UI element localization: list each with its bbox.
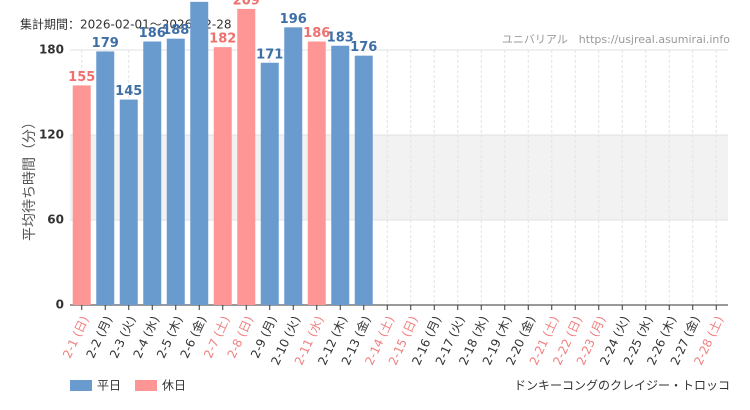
data-label: 176 bbox=[350, 40, 377, 55]
bar bbox=[213, 47, 232, 306]
bar bbox=[307, 41, 326, 305]
bar bbox=[331, 45, 350, 305]
legend-swatch bbox=[135, 380, 157, 391]
data-label: 183 bbox=[327, 30, 354, 45]
data-label: 145 bbox=[115, 84, 142, 99]
data-label: 182 bbox=[209, 32, 236, 47]
footer: ドンキーコングのクレイジー・トロッコ bbox=[514, 379, 730, 393]
y-tick-label: 120 bbox=[39, 128, 64, 142]
bar bbox=[72, 85, 91, 306]
bar bbox=[119, 99, 138, 305]
bar bbox=[237, 8, 256, 306]
legend-label: 休日 bbox=[162, 379, 186, 393]
y-tick-label: 0 bbox=[56, 298, 64, 312]
data-label: 186 bbox=[303, 26, 330, 41]
data-label: 188 bbox=[162, 23, 189, 38]
legend-label: 平日 bbox=[97, 379, 121, 393]
data-label: 179 bbox=[92, 36, 119, 51]
bar bbox=[284, 27, 303, 305]
bar bbox=[143, 41, 162, 305]
bar bbox=[260, 62, 279, 305]
data-label: 214 bbox=[186, 0, 213, 1]
y-tick-label: 60 bbox=[47, 213, 64, 227]
chart-title: 集計期間：2026-02-01～2026-02-28 bbox=[20, 17, 231, 32]
data-label: 196 bbox=[280, 12, 307, 27]
legend-swatch bbox=[70, 380, 92, 391]
bar bbox=[354, 55, 373, 305]
data-label: 171 bbox=[256, 47, 283, 62]
bar bbox=[96, 51, 115, 305]
data-label: 186 bbox=[139, 26, 166, 41]
y-tick-label: 180 bbox=[39, 43, 64, 57]
bar bbox=[190, 1, 209, 305]
bar bbox=[166, 38, 185, 306]
watermark: ユニバリアル https://usjreal.asumirai.info bbox=[502, 33, 730, 46]
data-label: 155 bbox=[68, 70, 95, 85]
y-axis-label: 平均待ち時間（分） bbox=[22, 115, 38, 241]
data-label: 209 bbox=[233, 0, 260, 8]
